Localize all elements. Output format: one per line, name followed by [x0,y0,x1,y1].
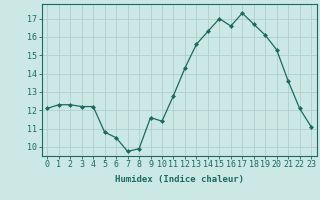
X-axis label: Humidex (Indice chaleur): Humidex (Indice chaleur) [115,175,244,184]
